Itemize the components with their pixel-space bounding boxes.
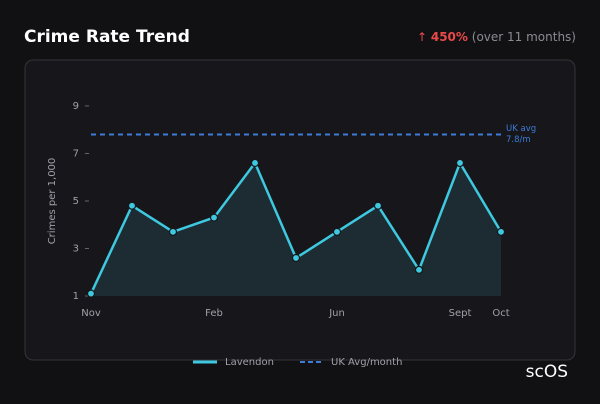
area bbox=[91, 162, 501, 296]
change-value: 450% bbox=[431, 30, 468, 44]
change-note: (over 11 months) bbox=[472, 30, 576, 44]
chart-title: Crime Rate Trend bbox=[24, 27, 190, 47]
x-tick-label: Oct bbox=[492, 308, 509, 319]
y-tick-label: 3 bbox=[73, 243, 79, 254]
brand: scOS bbox=[526, 362, 568, 382]
data-point bbox=[291, 253, 301, 263]
data-point bbox=[127, 201, 137, 210]
x-tick-label: Feb bbox=[205, 308, 223, 319]
data-point bbox=[455, 158, 465, 168]
reference-value-label: 7.8/m bbox=[506, 135, 531, 145]
y-tick-label: 1 bbox=[73, 291, 79, 302]
legend-label: UK Avg/month bbox=[331, 357, 402, 368]
data-point bbox=[373, 201, 383, 210]
y-tick-label: 7 bbox=[73, 148, 79, 159]
data-point bbox=[209, 213, 219, 222]
data-point bbox=[86, 289, 96, 298]
y-axis-label: Crimes per 1,000 bbox=[47, 158, 58, 245]
legend-label: Lavendon bbox=[225, 357, 274, 368]
data-point bbox=[496, 227, 506, 236]
y-tick-label: 9 bbox=[73, 101, 79, 112]
data-point bbox=[332, 227, 342, 236]
data-point bbox=[414, 265, 424, 274]
x-tick-label: Nov bbox=[81, 308, 101, 319]
data-point bbox=[168, 227, 178, 236]
data-point bbox=[250, 158, 260, 168]
change-arrow: ↑ bbox=[417, 30, 427, 44]
change: ↑ 450% (over 11 months) bbox=[417, 30, 576, 44]
reference-label: UK avg bbox=[506, 124, 536, 134]
y-tick-label: 5 bbox=[73, 196, 79, 207]
x-tick-label: Sept bbox=[449, 308, 472, 319]
x-tick-label: Jun bbox=[328, 308, 345, 319]
